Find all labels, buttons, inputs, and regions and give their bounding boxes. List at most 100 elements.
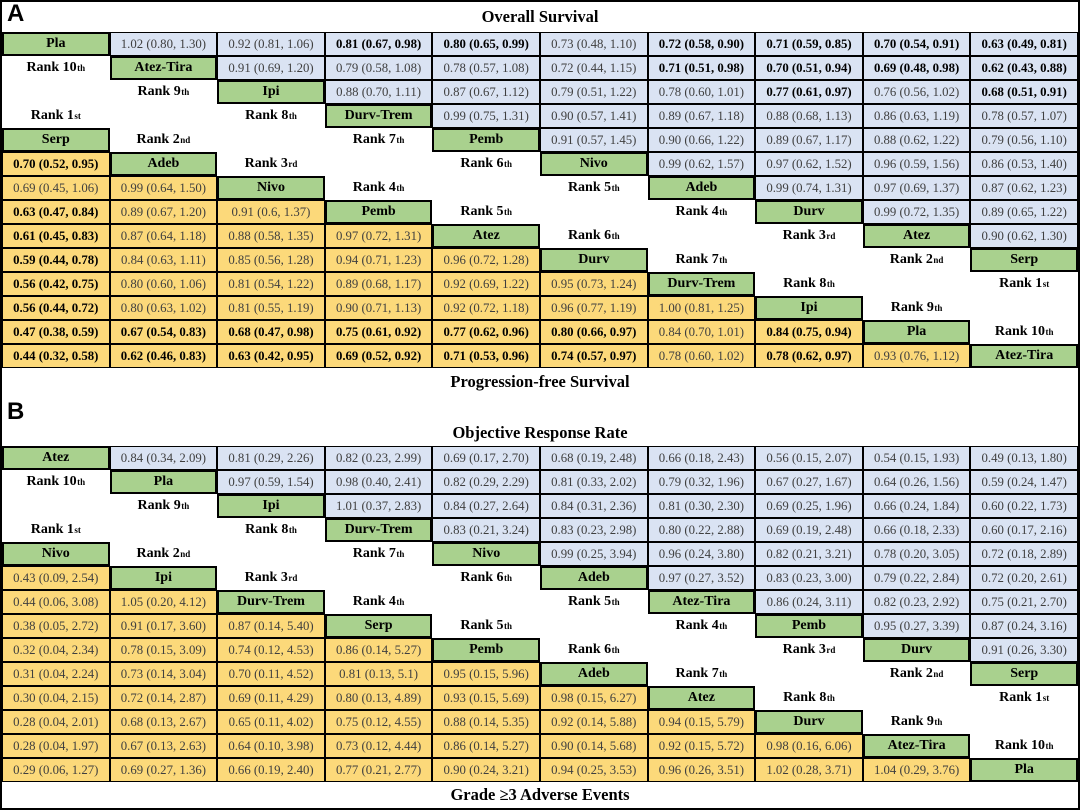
orr-estimate-cell: 0.86 (0.24, 3.11) bbox=[755, 590, 863, 614]
ae-estimate-cell: 0.75 (0.12, 4.55) bbox=[324, 710, 433, 734]
os-hr-cell: 0.99 (0.62, 1.57) bbox=[647, 152, 756, 176]
panel-a-bottom-header: Progression-free Survival bbox=[2, 368, 1078, 396]
pfs-hr-cell: 0.81 (0.55, 1.19) bbox=[217, 296, 325, 320]
os-hr-cell: 0.80 (0.65, 0.99) bbox=[432, 32, 540, 56]
ae-estimate-cell: 0.73 (0.12, 4.44) bbox=[324, 734, 433, 758]
orr-estimate-cell: 0.84 (0.34, 2.09) bbox=[109, 446, 218, 470]
pfs-hr-cell: 0.89 (0.67, 1.20) bbox=[109, 200, 218, 224]
blank-cell bbox=[539, 200, 648, 224]
treatment-cell: Ipi bbox=[755, 296, 863, 320]
pfs-hr-cell: 1.00 (0.81, 1.25) bbox=[647, 296, 756, 320]
ae-estimate-cell: 0.77 (0.21, 2.77) bbox=[324, 758, 433, 782]
orr-estimate-cell: 0.98 (0.40, 2.41) bbox=[324, 470, 433, 494]
treatment-cell: Atez-Tira bbox=[647, 590, 756, 614]
os-hr-cell: 0.89 (0.65, 1.22) bbox=[970, 200, 1078, 224]
ae-estimate-cell: 0.70 (0.11, 4.52) bbox=[217, 662, 325, 686]
orr-estimate-cell: 0.60 (0.17, 2.16) bbox=[970, 518, 1078, 542]
ae-estimate-cell: 0.87 (0.14, 5.40) bbox=[217, 614, 325, 638]
ae-estimate-cell: 0.69 (0.11, 4.29) bbox=[217, 686, 325, 710]
os-hr-cell: 0.78 (0.57, 1.08) bbox=[432, 56, 540, 80]
blank-cell bbox=[432, 176, 540, 200]
os-hr-cell: 1.02 (0.80, 1.30) bbox=[109, 32, 218, 56]
ae-estimate-cell: 0.74 (0.12, 4.53) bbox=[217, 638, 325, 662]
treatment-cell: Adeb bbox=[539, 566, 648, 590]
ae-estimate-cell: 0.86 (0.14, 5.27) bbox=[432, 734, 540, 758]
os-hr-cell: 0.70 (0.51, 0.94) bbox=[755, 56, 863, 80]
ae-estimate-cell: 0.73 (0.14, 3.04) bbox=[109, 662, 218, 686]
pfs-hr-cell: 0.68 (0.47, 0.98) bbox=[217, 320, 325, 344]
treatment-cell: Durv-Trem bbox=[324, 518, 433, 542]
os-hr-cell: 0.71 (0.59, 0.85) bbox=[755, 32, 863, 56]
orr-estimate-cell: 0.66 (0.18, 2.33) bbox=[862, 518, 971, 542]
blank-cell bbox=[970, 710, 1078, 734]
treatment-cell: Pla bbox=[109, 470, 218, 494]
orr-estimate-cell: 0.60 (0.22, 1.73) bbox=[970, 494, 1078, 518]
treatment-cell: Ipi bbox=[217, 80, 325, 104]
pfs-hr-cell: 0.87 (0.64, 1.18) bbox=[109, 224, 218, 248]
treatment-cell: Pemb bbox=[324, 200, 433, 224]
ae-estimate-cell: 0.78 (0.15, 3.09) bbox=[109, 638, 218, 662]
panel-a-league-table: Pla 1.02 (0.80, 1.30) 0.92 (0.81, 1.06) 0.8… bbox=[2, 32, 1078, 368]
ae-estimate-cell: 0.72 (0.14, 2.87) bbox=[109, 686, 218, 710]
pfs-hr-cell: 0.92 (0.69, 1.22) bbox=[432, 272, 540, 296]
treatment-cell: Pla bbox=[862, 320, 971, 344]
panel-b-header: B Objective Response Rate bbox=[2, 396, 1078, 446]
ae-estimate-cell: 0.28 (0.04, 2.01) bbox=[2, 710, 110, 734]
os-hr-cell: 0.90 (0.57, 1.41) bbox=[539, 104, 648, 128]
pfs-hr-cell: 0.74 (0.57, 0.97) bbox=[539, 344, 648, 368]
pfs-hr-cell: 0.84 (0.70, 1.01) bbox=[647, 320, 756, 344]
treatment-cell: Atez bbox=[432, 224, 540, 248]
os-hr-cell: 0.99 (0.75, 1.31) bbox=[432, 104, 540, 128]
orr-estimate-cell: 0.79 (0.32, 1.96) bbox=[647, 470, 756, 494]
pfs-hr-cell: 0.69 (0.45, 1.06) bbox=[2, 176, 110, 200]
panel-b-label: B bbox=[7, 398, 25, 425]
orr-estimate-cell: 0.83 (0.23, 2.98) bbox=[539, 518, 648, 542]
pfs-hr-cell: 0.44 (0.32, 0.58) bbox=[2, 344, 110, 368]
orr-estimate-cell: 0.72 (0.20, 2.61) bbox=[970, 566, 1078, 590]
pfs-hr-cell: 0.96 (0.72, 1.28) bbox=[432, 248, 540, 272]
pfs-hr-cell: 0.80 (0.66, 0.97) bbox=[539, 320, 648, 344]
os-hr-cell: 0.87 (0.62, 1.23) bbox=[970, 176, 1078, 200]
os-hr-cell: 0.69 (0.48, 0.98) bbox=[862, 56, 971, 80]
os-hr-cell: 0.86 (0.53, 1.40) bbox=[970, 152, 1078, 176]
panel-b-bottom-title: Grade ≥3 Adverse Events bbox=[450, 784, 630, 804]
pfs-hr-cell: 0.90 (0.71, 1.13) bbox=[324, 296, 433, 320]
orr-estimate-cell: 0.81 (0.29, 2.26) bbox=[217, 446, 325, 470]
ae-estimate-cell: 0.92 (0.15, 5.72) bbox=[647, 734, 756, 758]
ae-estimate-cell: 0.86 (0.14, 5.27) bbox=[324, 638, 433, 662]
orr-estimate-cell: 0.83 (0.21, 3.24) bbox=[432, 518, 540, 542]
blank-cell bbox=[432, 590, 540, 614]
ae-estimate-cell: 1.02 (0.28, 3.71) bbox=[755, 758, 863, 782]
treatment-cell: Durv bbox=[539, 248, 648, 272]
os-hr-cell: 0.70 (0.54, 0.91) bbox=[862, 32, 971, 56]
panel-b-bottom-header: Grade ≥3 Adverse Events bbox=[2, 782, 1078, 807]
ae-estimate-cell: 0.69 (0.27, 1.36) bbox=[109, 758, 218, 782]
treatment-cell: Ipi bbox=[109, 566, 218, 590]
blank-cell bbox=[862, 686, 971, 710]
ae-estimate-cell: 0.65 (0.11, 4.02) bbox=[217, 710, 325, 734]
orr-estimate-cell: 0.91 (0.26, 3.30) bbox=[970, 638, 1078, 662]
os-hr-cell: 0.89 (0.67, 1.18) bbox=[647, 104, 756, 128]
blank-cell bbox=[755, 662, 863, 686]
treatment-cell: Adeb bbox=[539, 662, 648, 686]
orr-estimate-cell: 0.69 (0.17, 2.70) bbox=[432, 446, 540, 470]
treatment-cell: Durv bbox=[862, 638, 971, 662]
